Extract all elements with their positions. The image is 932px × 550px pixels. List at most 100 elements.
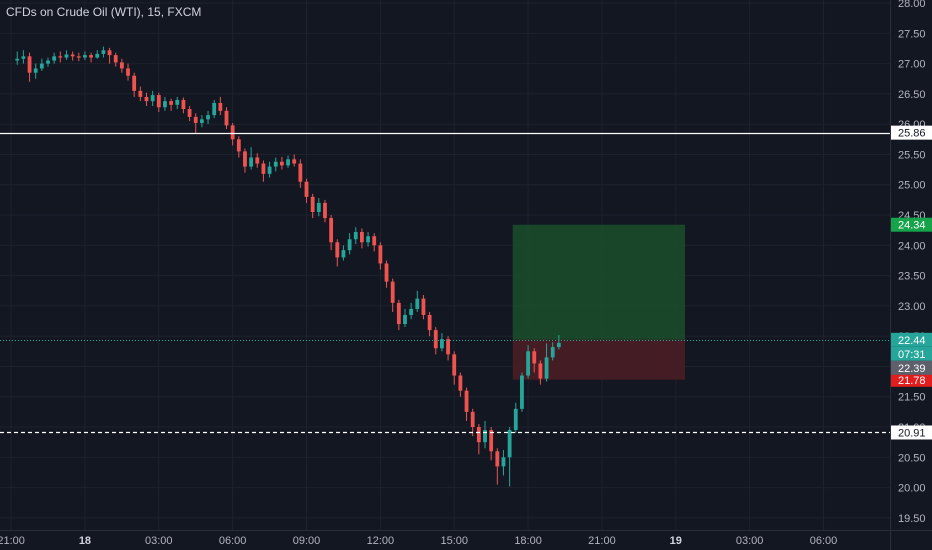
candle-body <box>433 330 438 349</box>
price-tick-label: 27.50 <box>898 28 926 40</box>
position-zones <box>512 224 686 380</box>
candle-body <box>421 298 426 315</box>
candle-body <box>156 95 161 108</box>
candle-body <box>218 102 223 111</box>
candle-body <box>273 161 278 167</box>
candle-body <box>255 157 260 164</box>
current-price-label: 22.44 <box>898 335 926 347</box>
candle-body <box>89 55 94 58</box>
candle-body <box>279 161 284 166</box>
candle-body <box>52 56 57 61</box>
price-tick-label: 19.50 <box>898 513 926 525</box>
candle-body <box>316 202 321 212</box>
price-tick-label: 28.00 <box>898 0 926 10</box>
candle-body <box>304 181 309 197</box>
candle-body <box>335 242 340 258</box>
candle-body <box>175 99 180 105</box>
candle-body <box>440 339 444 349</box>
candle-body <box>224 110 229 126</box>
candle-body <box>132 75 137 91</box>
candle-body <box>507 430 512 458</box>
time-tick-label: 21:00 <box>588 535 616 547</box>
price-tick-label: 23.50 <box>898 271 926 283</box>
candle-body <box>46 60 50 64</box>
price-tick-label: 25.00 <box>898 180 926 192</box>
last-price-label: 22.39 <box>898 363 926 375</box>
candle-body <box>341 250 346 258</box>
time-tick-label: 03:00 <box>736 535 764 547</box>
price-tick-label: 24.00 <box>898 240 926 252</box>
candle-body <box>390 281 395 303</box>
candle-body <box>193 116 198 123</box>
candle-body <box>236 139 241 152</box>
candle-body <box>501 457 506 467</box>
candle-body <box>138 90 143 97</box>
candle-body <box>415 298 420 309</box>
price-tick-label: 25.50 <box>898 149 926 161</box>
candle-body <box>181 99 186 110</box>
price-tick-label: 23.00 <box>898 301 926 313</box>
candle-body <box>409 308 414 315</box>
time-tick-label: 09:00 <box>293 535 321 547</box>
candle-body <box>550 347 555 358</box>
target-price-label-bg <box>891 217 932 232</box>
candle-body <box>427 314 432 331</box>
candle-body <box>329 218 334 243</box>
candle-body <box>267 166 272 174</box>
candle-body <box>378 245 383 264</box>
candle-body <box>212 102 217 116</box>
candle-body <box>538 363 543 379</box>
line-price-label-bg <box>891 125 932 140</box>
candle-body <box>27 56 32 73</box>
candle-body <box>21 56 26 59</box>
candle-body <box>366 236 370 243</box>
candle-body <box>58 56 63 58</box>
candle-body <box>323 202 327 219</box>
candle-body <box>243 151 247 167</box>
time-tick-label: 06:00 <box>219 535 247 547</box>
candle-body <box>544 357 549 379</box>
price-tick-label: 26.50 <box>898 89 926 101</box>
price-tick-label: 27.00 <box>898 59 926 71</box>
candle-body <box>310 196 315 212</box>
candle-body <box>520 375 524 409</box>
countdown-label-bg <box>891 346 932 361</box>
chart-title: CFDs on Crude Oil (WTI), 15, FXCM <box>6 5 202 19</box>
line-price-label: 20.91 <box>898 427 926 439</box>
candle-body <box>452 354 457 376</box>
candlestick-series <box>15 46 561 487</box>
candle-body <box>384 263 389 282</box>
candle-body <box>144 96 149 102</box>
candle-body <box>403 314 407 325</box>
candle-body <box>476 427 481 443</box>
time-tick-label: 18 <box>79 535 91 547</box>
time-tick-label: 12:00 <box>367 535 395 547</box>
horizontal-lines <box>0 132 890 434</box>
time-tick-label: 15:00 <box>440 535 468 547</box>
candle-body <box>76 56 81 58</box>
line-price-label-bg <box>891 425 932 440</box>
candle-body <box>353 231 358 240</box>
candle-body <box>95 53 100 58</box>
candle-body <box>526 351 530 376</box>
candle-body <box>119 62 124 69</box>
candle-body <box>206 115 210 120</box>
candle-body <box>70 54 75 57</box>
candle-body <box>360 231 364 243</box>
candle-body <box>464 390 469 412</box>
price-tick-label: 20.00 <box>898 483 926 495</box>
candle-body <box>556 342 561 348</box>
last-price-label-bg <box>891 360 932 375</box>
stop-price-label: 21.78 <box>898 375 926 387</box>
candle-body <box>39 63 44 69</box>
candle-body <box>113 55 118 63</box>
candle-body <box>483 430 487 443</box>
stop-price-label-bg <box>891 372 932 387</box>
time-tick-label: 21:00 <box>0 535 25 547</box>
current-price-label-bg <box>891 332 932 347</box>
price-tick-label: 21.50 <box>898 392 926 404</box>
grid-layer <box>0 0 890 530</box>
